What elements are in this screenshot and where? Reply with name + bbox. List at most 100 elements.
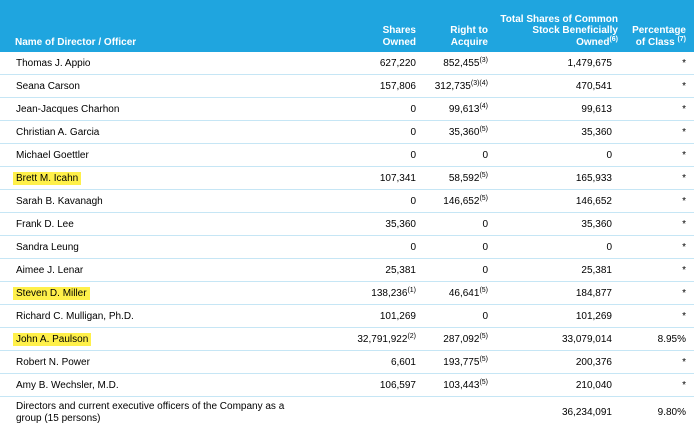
- director-name: Sarah B. Kavanagh: [0, 189, 340, 213]
- right-to-acquire-cell: 99,613(4): [420, 97, 492, 121]
- header-total-shares: Total Shares of Common Stock Beneficially…: [492, 0, 622, 52]
- total-shares-cell: 36,234,091: [561, 407, 612, 418]
- total-shares-cell: 25,381: [492, 258, 622, 282]
- percentage-cell: *: [622, 281, 694, 305]
- percentage-cell: *: [622, 166, 694, 190]
- total-shares-cell: 35,360: [492, 212, 622, 236]
- director-name: Aimee J. Lenar: [0, 258, 340, 282]
- percentage-cell: 8.95%: [622, 327, 694, 351]
- director-name: Steven D. Miller: [0, 281, 340, 305]
- table-row: Sarah B. Kavanagh 0 146,652(5) 146,652 *: [0, 189, 694, 213]
- director-name: Amy B. Wechsler, M.D.: [0, 373, 340, 397]
- shares-owned-cell: 627,220: [340, 52, 420, 75]
- director-name: Sandra Leung: [0, 235, 340, 259]
- table-row: Michael Goettler 0 0 0 *: [0, 143, 694, 167]
- total-shares-cell: 470,541: [492, 74, 622, 98]
- director-name: Frank D. Lee: [0, 212, 340, 236]
- percentage-cell: *: [622, 212, 694, 236]
- total-shares-cell: 200,376: [492, 350, 622, 374]
- right-to-acquire-cell: 0: [420, 235, 492, 259]
- right-to-acquire-cell: 0: [420, 143, 492, 167]
- table-row: Richard C. Mulligan, Ph.D. 101,269 0 101,26…: [0, 304, 694, 328]
- table-row: Brett M. Icahn 107,341 58,592(5) 165,933 *: [0, 166, 694, 190]
- shares-owned-cell: 35,360: [340, 212, 420, 236]
- shares-owned-cell: 157,806: [340, 74, 420, 98]
- group-total-row: Directors and current executive officers…: [0, 397, 694, 429]
- table-row: Thomas J. Appio 627,220 852,455(3) 1,479,67…: [0, 52, 694, 75]
- table-row: Sandra Leung 0 0 0 *: [0, 235, 694, 259]
- right-to-acquire-cell: 287,092(5): [420, 327, 492, 351]
- percentage-cell: *: [622, 304, 694, 328]
- highlight-mark: Brett M. Icahn: [13, 171, 82, 185]
- table-row: Seana Carson 157,806 312,735(3)(4) 470,541 *: [0, 74, 694, 98]
- right-to-acquire-cell: [420, 397, 492, 429]
- table-row: John A. Paulson 32,791,922(2) 287,092(5) 33…: [0, 327, 694, 351]
- director-name: Jean-Jacques Charhon: [0, 97, 340, 121]
- right-to-acquire-cell: 852,455(3): [420, 52, 492, 75]
- table-row: Christian A. Garcia 0 35,360(5) 35,360 *: [0, 120, 694, 144]
- right-to-acquire-cell: 58,592(5): [420, 166, 492, 190]
- director-name: Brett M. Icahn: [0, 166, 340, 190]
- beneficial-ownership-table: Name of Director / Officer Shares Owned R…: [0, 0, 694, 429]
- total-shares-cell: 0: [492, 143, 622, 167]
- percentage-cell: *: [622, 97, 694, 121]
- percentage-cell: *: [622, 235, 694, 259]
- director-name: Robert N. Power: [0, 350, 340, 374]
- right-to-acquire-cell: 146,652(5): [420, 189, 492, 213]
- total-shares-cell: 101,269: [492, 304, 622, 328]
- shares-owned-cell: 0: [340, 235, 420, 259]
- right-to-acquire-cell: 312,735(3)(4): [420, 74, 492, 98]
- shares-owned-cell: 138,236(1): [340, 281, 420, 305]
- director-name: Thomas J. Appio: [0, 52, 340, 75]
- percentage-cell: *: [622, 258, 694, 282]
- percentage-cell: *: [622, 350, 694, 374]
- highlight-mark: John A. Paulson: [13, 332, 92, 346]
- total-shares-cell: 1,479,675: [492, 52, 622, 75]
- right-to-acquire-cell: 46,641(5): [420, 281, 492, 305]
- percentage-cell: *: [622, 120, 694, 144]
- director-name: John A. Paulson: [0, 327, 340, 351]
- right-to-acquire-cell: 35,360(5): [420, 120, 492, 144]
- table-row: Steven D. Miller 138,236(1) 46,641(5) 184,8…: [0, 281, 694, 305]
- shares-owned-cell: 25,381: [340, 258, 420, 282]
- right-to-acquire-cell: 0: [420, 212, 492, 236]
- shares-owned-cell: [340, 397, 420, 429]
- table-row: Amy B. Wechsler, M.D. 106,597 103,443(5) 21…: [0, 373, 694, 397]
- right-to-acquire-cell: 103,443(5): [420, 373, 492, 397]
- total-shares-cell: 184,877: [492, 281, 622, 305]
- percentage-cell: *: [622, 143, 694, 167]
- director-name: Richard C. Mulligan, Ph.D.: [0, 304, 340, 328]
- total-shares-cell: 165,933: [492, 166, 622, 190]
- shares-owned-cell: 101,269: [340, 304, 420, 328]
- director-name: Seana Carson: [0, 74, 340, 98]
- shares-owned-cell: 0: [340, 120, 420, 144]
- header-right-to-acquire: Right to Acquire: [420, 0, 492, 52]
- total-shares-cell: 99,613: [492, 97, 622, 121]
- table-row: Aimee J. Lenar 25,381 0 25,381 *: [0, 258, 694, 282]
- percentage-cell: 9.80%: [657, 407, 686, 418]
- highlight-mark: Steven D. Miller: [13, 286, 90, 300]
- shares-owned-cell: 0: [340, 97, 420, 121]
- shares-owned-cell: 107,341: [340, 166, 420, 190]
- percentage-cell: *: [622, 189, 694, 213]
- right-to-acquire-cell: 0: [420, 304, 492, 328]
- header-percentage: Percentage of Class (7): [622, 0, 694, 52]
- director-name: Michael Goettler: [0, 143, 340, 167]
- table-row: Frank D. Lee 35,360 0 35,360 *: [0, 212, 694, 236]
- director-name: Christian A. Garcia: [0, 120, 340, 144]
- right-to-acquire-cell: 193,775(5): [420, 350, 492, 374]
- total-shares-cell: 146,652: [492, 189, 622, 213]
- percentage-cell: *: [622, 52, 694, 75]
- header-shares-owned: Shares Owned: [340, 0, 420, 52]
- total-shares-cell: 210,040: [492, 373, 622, 397]
- total-shares-cell: 33,079,014: [492, 327, 622, 351]
- shares-owned-cell: 6,601: [340, 350, 420, 374]
- header-name: Name of Director / Officer: [0, 0, 340, 52]
- shares-owned-cell: 0: [340, 189, 420, 213]
- percentage-cell: *: [622, 373, 694, 397]
- shares-owned-cell: 32,791,922(2): [340, 327, 420, 351]
- group-name: Directors and current executive officers…: [16, 400, 285, 424]
- total-shares-cell: 35,360: [492, 120, 622, 144]
- total-shares-cell: 0: [492, 235, 622, 259]
- table-row: Robert N. Power 6,601 193,775(5) 200,376 *: [0, 350, 694, 374]
